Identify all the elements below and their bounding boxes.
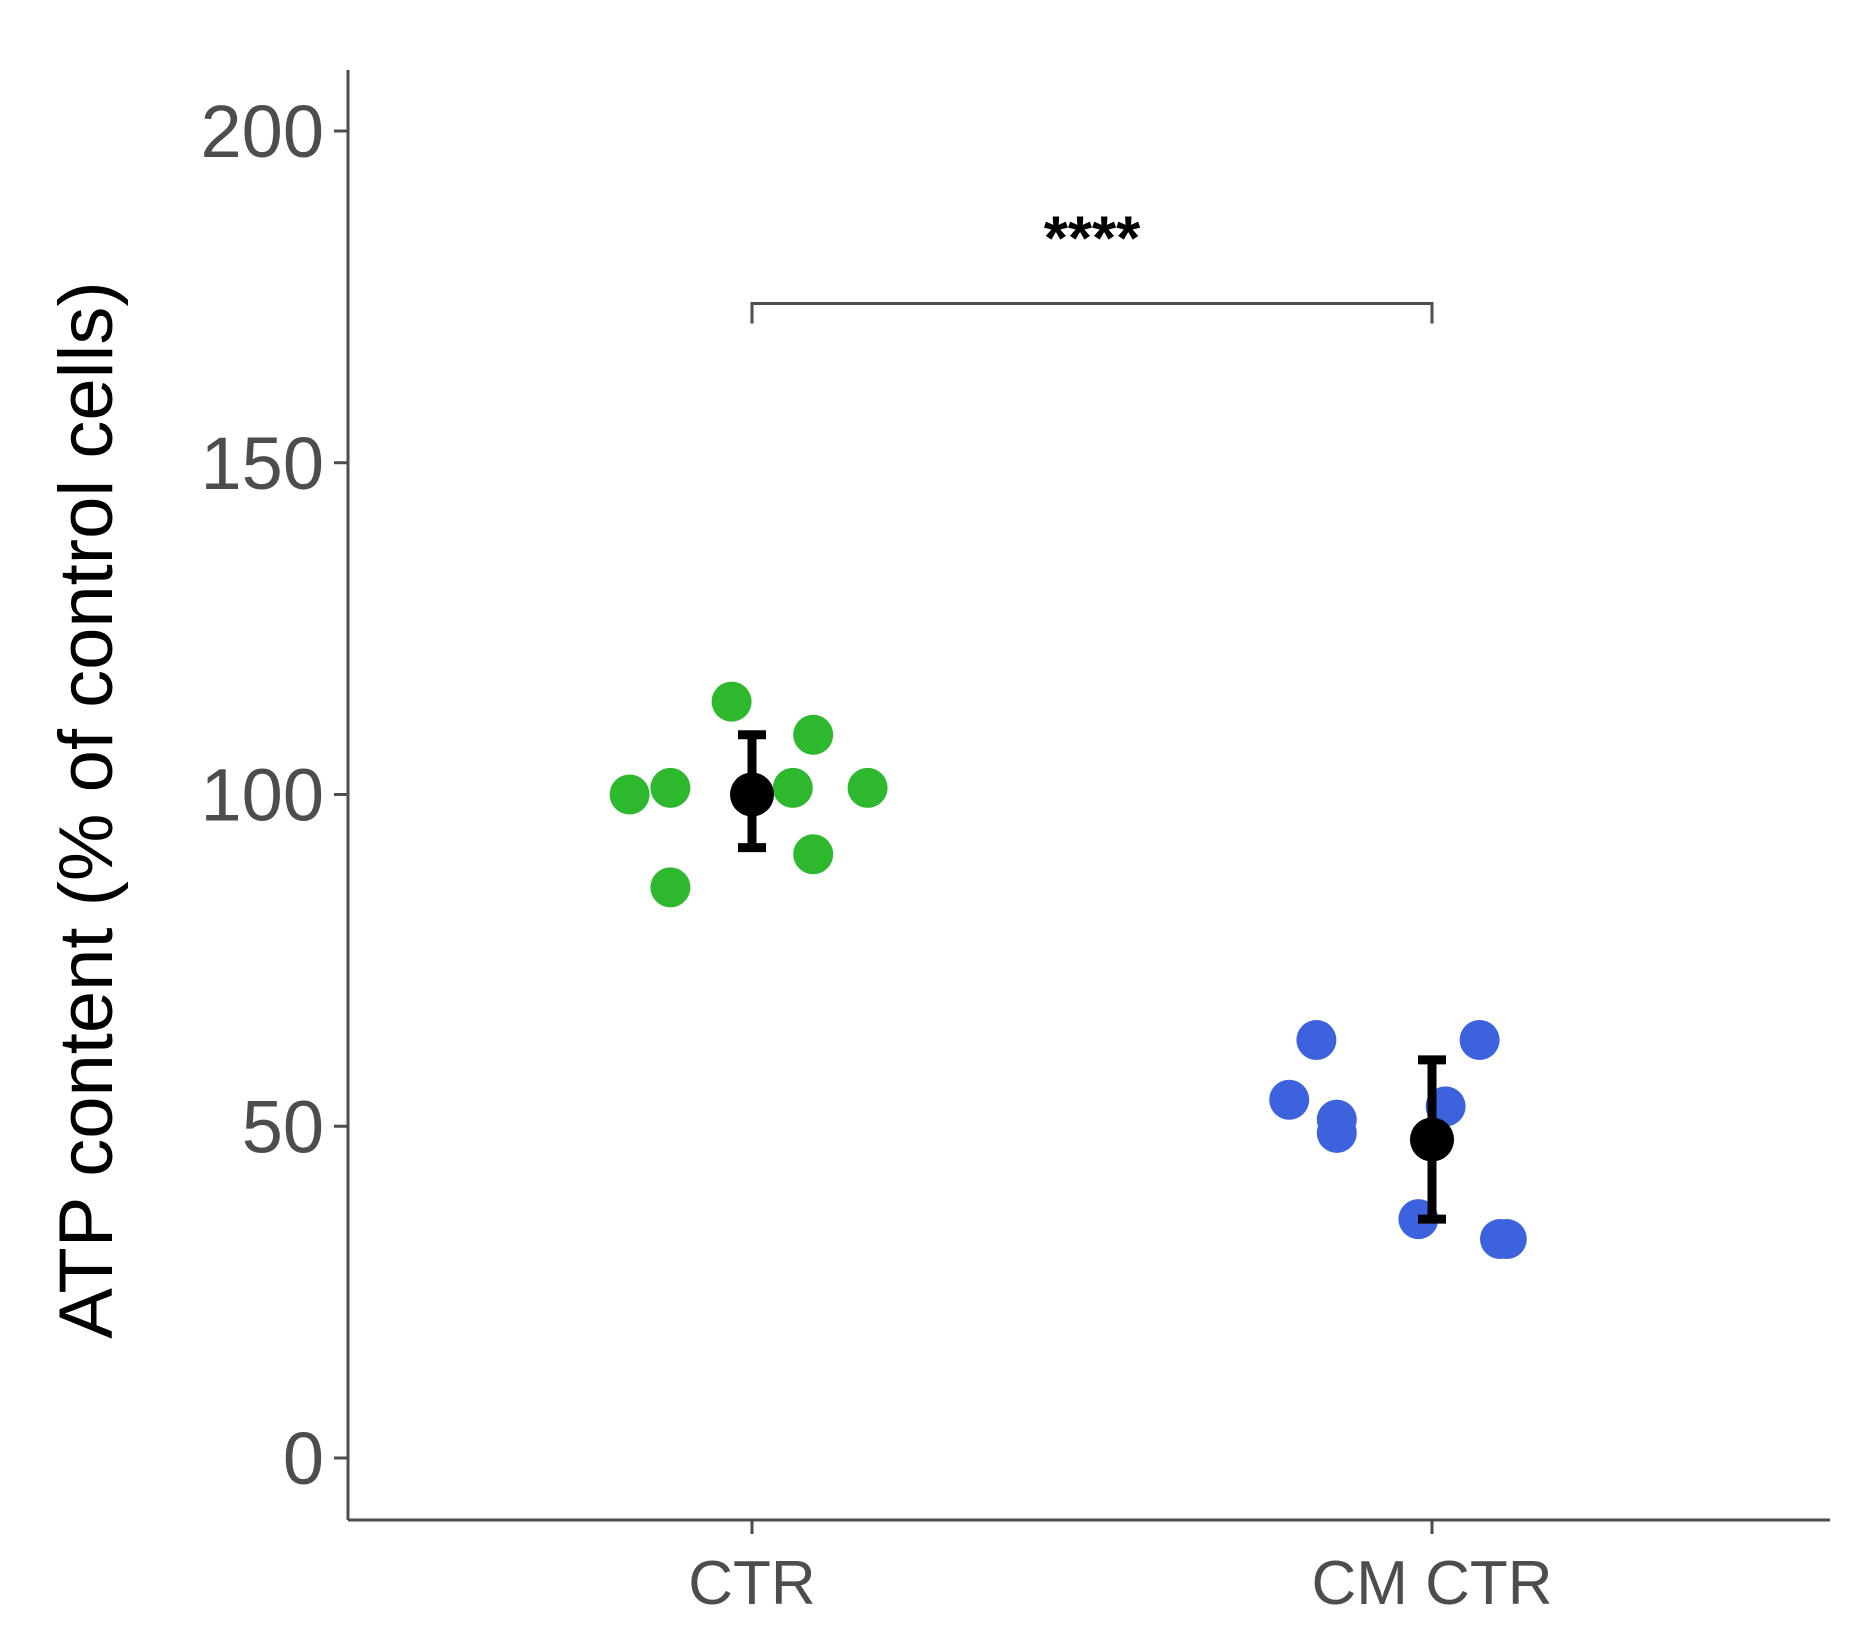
y-tick-label: 50 xyxy=(242,1085,324,1168)
mean-point xyxy=(730,772,774,817)
mean-point xyxy=(1410,1117,1454,1162)
data-point xyxy=(650,767,691,808)
data-point xyxy=(1316,1112,1357,1153)
data-point xyxy=(711,681,752,722)
y-tick-label: 200 xyxy=(201,90,324,173)
data-point xyxy=(1459,1019,1500,1060)
summary-layer xyxy=(730,730,1454,1224)
x-tick-label: CM CTR xyxy=(1311,1549,1552,1618)
data-point xyxy=(1296,1019,1337,1060)
data-point xyxy=(847,767,888,808)
significance-bracket xyxy=(750,302,1434,324)
points-layer xyxy=(609,681,1527,1260)
annotation-layer: **** xyxy=(750,205,1434,324)
significance-label: **** xyxy=(1044,205,1141,274)
data-point xyxy=(793,834,834,875)
y-tick-label: 150 xyxy=(201,422,324,505)
y-tick-label: 0 xyxy=(283,1417,324,1500)
y-axis-title: ATP content (% of control cells) xyxy=(44,281,129,1338)
data-point xyxy=(609,774,650,815)
data-point xyxy=(793,714,834,755)
data-point xyxy=(772,767,813,808)
data-point xyxy=(1269,1079,1310,1120)
data-point xyxy=(1486,1219,1527,1260)
data-point xyxy=(650,867,691,908)
axes-layer: 0 50 100 150 200 CTR CM CTR xyxy=(201,70,1830,1618)
y-tick-label: 100 xyxy=(201,754,324,837)
x-tick-label: CTR xyxy=(688,1549,815,1618)
